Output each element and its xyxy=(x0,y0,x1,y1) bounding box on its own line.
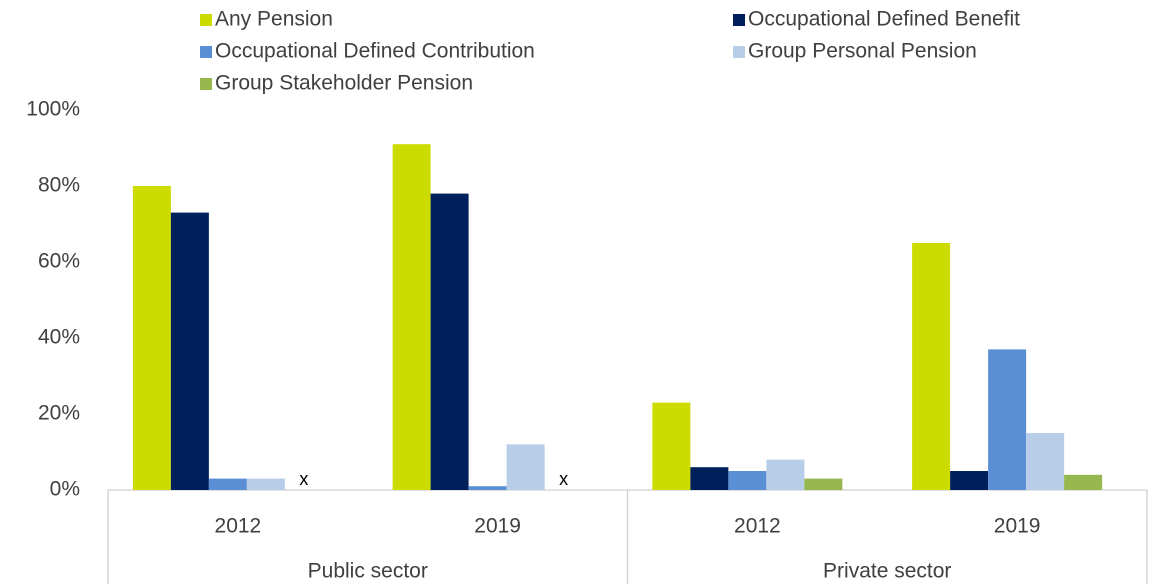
y-tick-label: 80% xyxy=(38,174,80,197)
value-label: x xyxy=(559,469,568,489)
bar xyxy=(392,144,431,490)
x-tick-label: 2019 xyxy=(994,515,1041,538)
bar xyxy=(652,402,691,490)
legend-label: Any Pension xyxy=(215,8,333,31)
bar xyxy=(430,193,469,490)
legend-label: Occupational Defined Benefit xyxy=(748,8,1020,31)
bar xyxy=(912,243,951,490)
bar xyxy=(728,471,767,490)
bar xyxy=(804,478,843,490)
value-label: x xyxy=(299,469,308,489)
bar xyxy=(950,471,989,490)
legend-label: Occupational Defined Contribution xyxy=(215,40,535,63)
x-tick-label: 2012 xyxy=(215,515,262,538)
bar xyxy=(246,478,285,490)
legend-label: Group Stakeholder Pension xyxy=(215,72,473,95)
legend-swatch xyxy=(200,78,212,90)
bar xyxy=(208,478,247,490)
legend-label: Group Personal Pension xyxy=(748,40,977,63)
y-tick-label: 100% xyxy=(26,98,80,121)
bar xyxy=(132,186,171,490)
legend-swatch xyxy=(200,14,212,26)
group-label: Public sector xyxy=(308,560,428,583)
bar xyxy=(468,486,507,490)
legend-swatch xyxy=(200,46,212,58)
bar xyxy=(506,444,545,490)
group-label: Private sector xyxy=(823,560,951,583)
bar xyxy=(1026,433,1065,490)
y-tick-label: 0% xyxy=(50,478,80,501)
legend-swatch xyxy=(733,46,745,58)
y-tick-label: 20% xyxy=(38,402,80,425)
bar xyxy=(170,212,209,490)
legend-swatch xyxy=(733,14,745,26)
x-tick-label: 2019 xyxy=(474,515,521,538)
bar xyxy=(988,349,1027,490)
bar xyxy=(1064,474,1103,490)
y-tick-label: 40% xyxy=(38,326,80,349)
x-tick-label: 2012 xyxy=(734,515,781,538)
y-tick-label: 60% xyxy=(38,250,80,273)
bar xyxy=(690,467,729,490)
bar xyxy=(766,459,805,490)
